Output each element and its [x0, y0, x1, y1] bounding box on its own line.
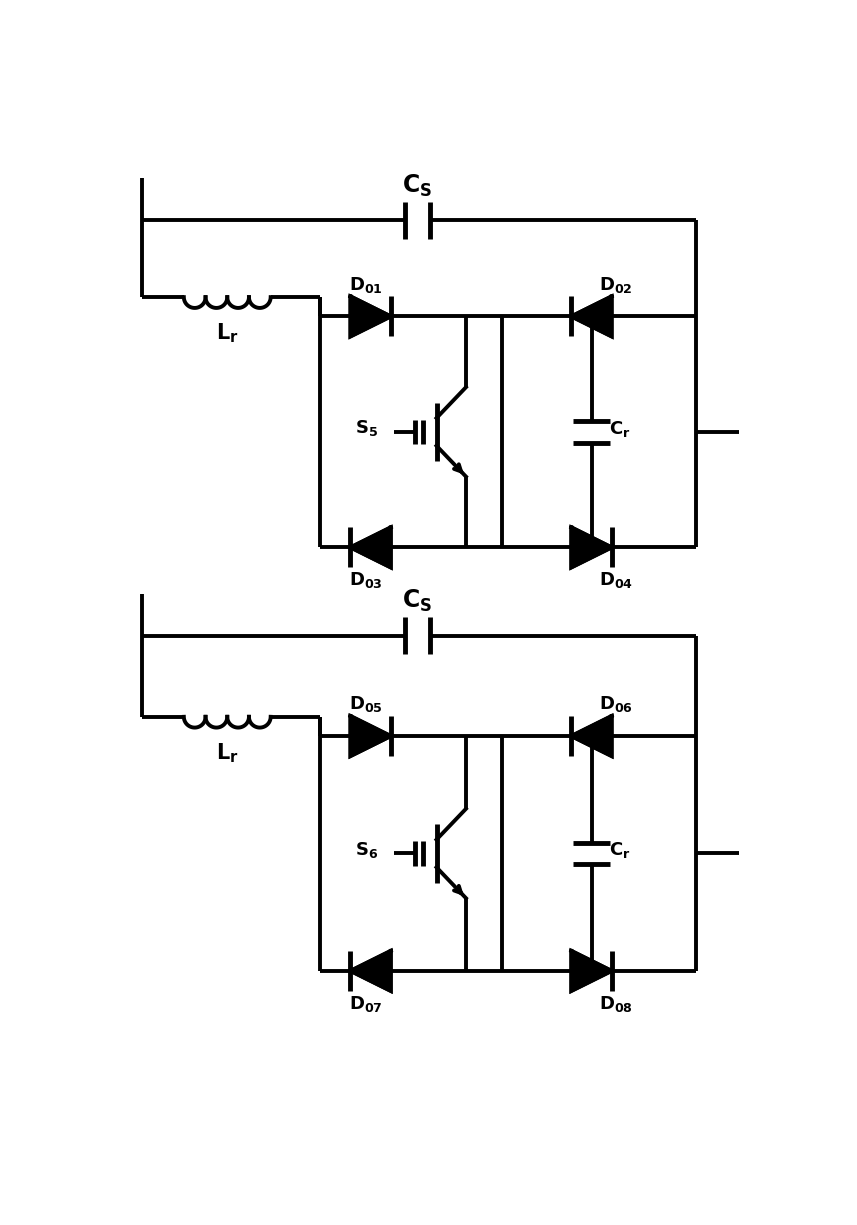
Text: $\mathbf{D_{04}}$: $\mathbf{D_{04}}$: [599, 571, 633, 590]
Polygon shape: [572, 717, 612, 756]
Text: $\mathbf{C_r}$: $\mathbf{C_r}$: [608, 419, 630, 439]
Polygon shape: [351, 951, 391, 991]
Text: $\mathbf{D_{01}}$: $\mathbf{D_{01}}$: [349, 274, 383, 295]
Text: $\mathbf{C_S}$: $\mathbf{C_S}$: [402, 173, 432, 198]
Text: $\mathbf{C_r}$: $\mathbf{C_r}$: [608, 840, 630, 860]
Polygon shape: [572, 951, 612, 991]
Polygon shape: [572, 296, 612, 337]
Polygon shape: [351, 528, 391, 567]
Text: $\mathbf{D_{02}}$: $\mathbf{D_{02}}$: [599, 274, 632, 295]
Text: $\mathbf{L_r}$: $\mathbf{L_r}$: [216, 322, 238, 345]
Text: $\mathbf{C_S}$: $\mathbf{C_S}$: [402, 588, 432, 615]
Polygon shape: [351, 717, 391, 756]
Text: $\mathbf{S_5}$: $\mathbf{S_5}$: [356, 418, 379, 439]
Text: $\mathbf{L_r}$: $\mathbf{L_r}$: [216, 741, 238, 766]
Polygon shape: [351, 296, 391, 337]
Text: $\mathbf{S_6}$: $\mathbf{S_6}$: [355, 839, 379, 860]
Text: $\mathbf{D_{06}}$: $\mathbf{D_{06}}$: [599, 695, 633, 714]
Text: $\mathbf{D_{08}}$: $\mathbf{D_{08}}$: [599, 993, 633, 1014]
Text: $\mathbf{D_{03}}$: $\mathbf{D_{03}}$: [349, 571, 382, 590]
Text: $\mathbf{D_{07}}$: $\mathbf{D_{07}}$: [349, 993, 382, 1014]
Polygon shape: [572, 528, 612, 567]
Text: $\mathbf{D_{05}}$: $\mathbf{D_{05}}$: [349, 695, 383, 714]
